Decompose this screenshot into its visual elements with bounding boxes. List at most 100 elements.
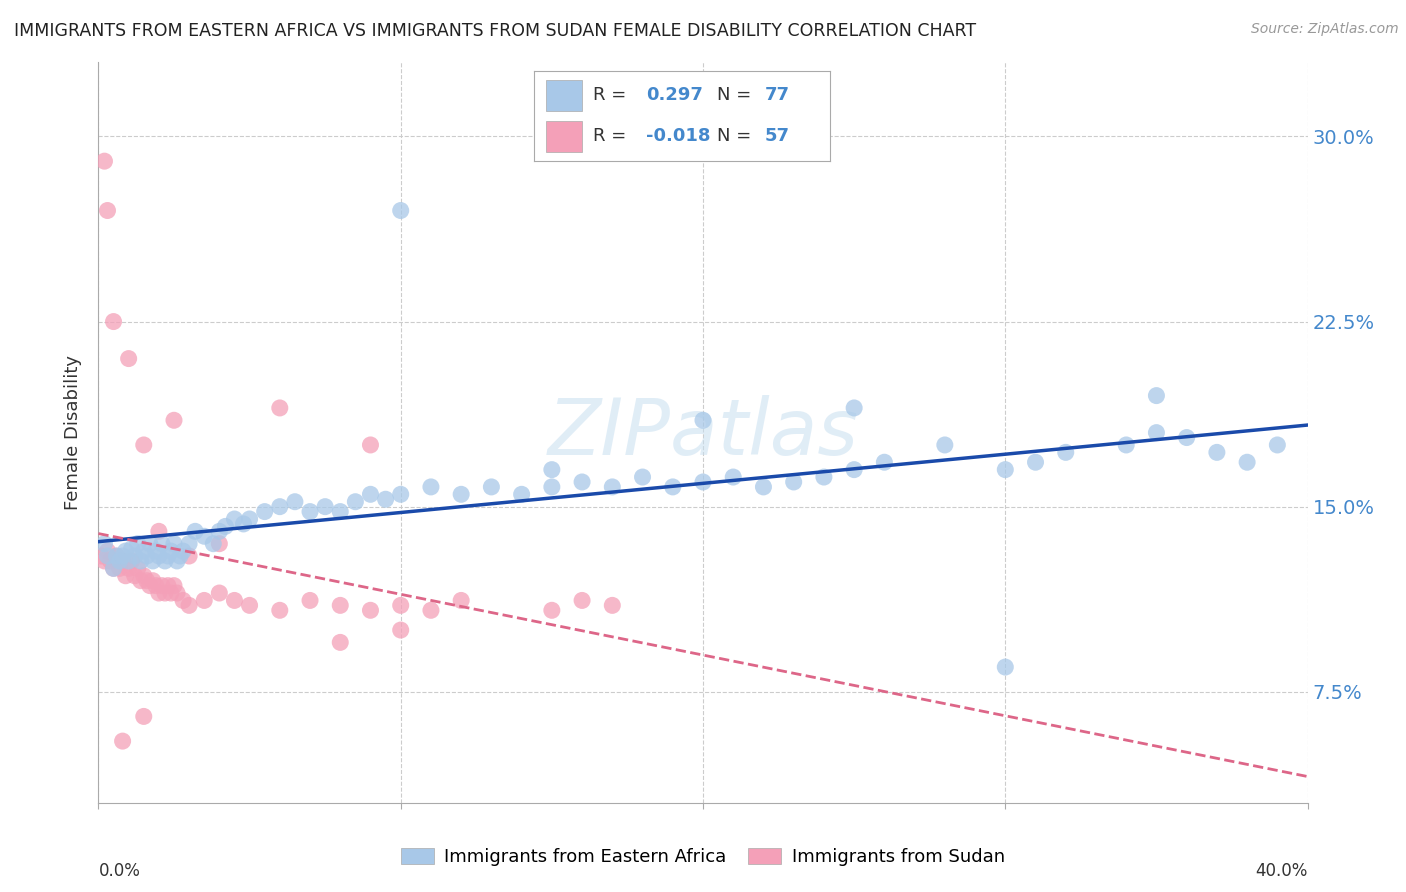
Point — [169, 549, 191, 563]
Text: 0.0%: 0.0% — [98, 862, 141, 880]
Point — [314, 500, 336, 514]
Point — [299, 593, 322, 607]
Point — [540, 480, 562, 494]
Point — [1024, 455, 1046, 469]
Point — [232, 516, 254, 531]
Point — [105, 549, 128, 563]
Point — [172, 593, 194, 607]
Point — [284, 494, 307, 508]
Text: R =: R = — [593, 128, 627, 145]
Text: 57: 57 — [765, 128, 790, 145]
Point — [127, 561, 149, 575]
Point — [166, 586, 188, 600]
Point — [389, 203, 412, 218]
Text: N =: N = — [717, 87, 752, 104]
Y-axis label: Female Disability: Female Disability — [65, 355, 83, 510]
Point — [103, 561, 125, 575]
Point — [103, 561, 125, 575]
Point — [160, 544, 183, 558]
Point — [450, 487, 472, 501]
Point — [374, 492, 396, 507]
Point — [166, 554, 188, 568]
Point — [844, 401, 866, 415]
Point — [93, 154, 115, 169]
Point — [124, 549, 146, 563]
Point — [1144, 389, 1167, 403]
Point — [163, 413, 186, 427]
Point — [510, 487, 533, 501]
Point — [153, 554, 176, 568]
Point — [329, 505, 352, 519]
Point — [1236, 455, 1258, 469]
Point — [540, 603, 562, 617]
Point — [844, 462, 866, 476]
Point — [93, 554, 115, 568]
Point — [224, 593, 246, 607]
Legend: Immigrants from Eastern Africa, Immigrants from Sudan: Immigrants from Eastern Africa, Immigran… — [394, 840, 1012, 873]
Point — [108, 554, 131, 568]
Point — [100, 554, 122, 568]
Point — [114, 568, 136, 582]
Bar — [546, 121, 582, 152]
Text: R =: R = — [593, 87, 627, 104]
Point — [139, 536, 162, 550]
Point — [389, 487, 412, 501]
Point — [145, 579, 167, 593]
Point — [156, 579, 179, 593]
Point — [208, 536, 231, 550]
Point — [692, 475, 714, 489]
Point — [602, 599, 624, 613]
Point — [179, 549, 201, 563]
Point — [135, 549, 157, 563]
Point — [540, 462, 562, 476]
Text: -0.018: -0.018 — [647, 128, 711, 145]
Point — [111, 734, 134, 748]
Point — [994, 462, 1017, 476]
Point — [179, 599, 201, 613]
Text: N =: N = — [717, 128, 752, 145]
Point — [481, 480, 503, 494]
Point — [269, 603, 291, 617]
Point — [420, 603, 443, 617]
Point — [96, 203, 118, 218]
Bar — [546, 80, 582, 111]
Point — [132, 438, 155, 452]
Point — [114, 544, 136, 558]
Point — [156, 549, 179, 563]
Point — [121, 541, 143, 556]
Point — [153, 586, 176, 600]
Point — [994, 660, 1017, 674]
Point — [142, 554, 165, 568]
Point — [129, 574, 152, 588]
Point — [224, 512, 246, 526]
Point — [160, 586, 183, 600]
Point — [269, 500, 291, 514]
Point — [329, 635, 352, 649]
Point — [105, 549, 128, 563]
Point — [214, 519, 236, 533]
Point — [132, 709, 155, 723]
Point — [148, 586, 170, 600]
Point — [239, 599, 262, 613]
Point — [1054, 445, 1077, 459]
Point — [299, 505, 322, 519]
Text: 77: 77 — [765, 87, 790, 104]
Point — [389, 623, 412, 637]
Point — [124, 568, 146, 582]
Point — [150, 579, 173, 593]
Point — [631, 470, 654, 484]
Point — [148, 549, 170, 563]
Point — [1206, 445, 1229, 459]
Point — [121, 554, 143, 568]
Point — [1267, 438, 1289, 452]
Point — [103, 314, 125, 328]
Point — [129, 554, 152, 568]
Point — [450, 593, 472, 607]
Point — [873, 455, 896, 469]
Point — [163, 579, 186, 593]
Point — [193, 529, 215, 543]
Point — [108, 561, 131, 575]
Text: ZIPatlas: ZIPatlas — [547, 394, 859, 471]
Text: 40.0%: 40.0% — [1256, 862, 1308, 880]
Point — [172, 544, 194, 558]
